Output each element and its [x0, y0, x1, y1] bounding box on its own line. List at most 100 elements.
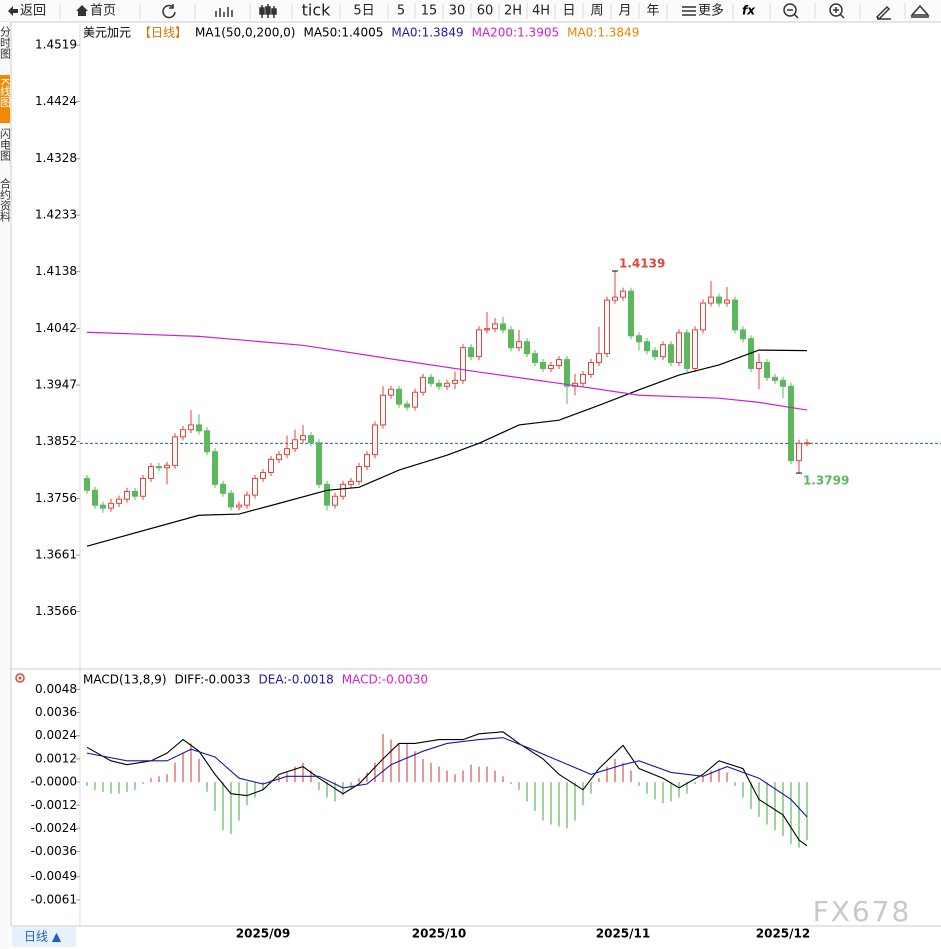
candle-body [164, 464, 170, 469]
toolbar-button[interactable]: 30 [449, 4, 466, 19]
zoom-in-icon[interactable] [829, 3, 843, 17]
toolbar-button[interactable]: 日 [562, 4, 575, 19]
candle-body [596, 353, 602, 364]
fx-icon[interactable]: fx [742, 4, 756, 18]
y-tick-label: -0.0036 [31, 844, 77, 858]
candle-body [740, 329, 746, 340]
toolbar-button[interactable]: 更多 [698, 3, 724, 19]
toolbar-button[interactable]: 2H [504, 4, 522, 19]
toolbar-button[interactable]: 月 [618, 4, 631, 19]
candle-body [500, 323, 506, 331]
candle-body [316, 442, 322, 485]
toolbar-button[interactable]: 15 [421, 4, 438, 19]
toolbar-button[interactable]: 返回 [20, 4, 46, 19]
candle-body [108, 502, 114, 509]
candle-body [92, 489, 98, 506]
candle-body [716, 296, 722, 304]
candle-body [284, 448, 290, 456]
candle-body [548, 365, 554, 369]
collapse-icon[interactable] [910, 4, 930, 18]
home-icon[interactable] [76, 5, 88, 16]
candle-body [412, 391, 418, 408]
bottom-tab[interactable]: 日线 ▲ [24, 930, 62, 944]
y-tick-label: 1.4328 [35, 151, 77, 165]
bottom-tab-bg[interactable] [12, 927, 76, 947]
candle-body [788, 385, 794, 462]
toolbar-button[interactable]: 5 [397, 4, 405, 19]
extreme-label: 1.3799 [803, 474, 849, 488]
candle-body [332, 495, 338, 506]
y-tick-label: -0.0049 [31, 869, 77, 883]
toolbar-button[interactable]: 年 [646, 4, 659, 19]
legend-item: DEA:-0.0018 [259, 673, 334, 687]
toolbar-button[interactable]: 4H [532, 4, 550, 19]
x-tick-label: 2025/12 [756, 927, 810, 941]
back-icon[interactable] [8, 6, 18, 16]
toolbar-button[interactable]: 周 [590, 4, 603, 19]
more-icon[interactable] [682, 6, 696, 16]
y-tick-label: 1.4233 [35, 208, 77, 222]
side-tab[interactable]: 分时图 [0, 26, 12, 60]
candle-body [132, 490, 138, 497]
legend-item: 美元加元 [83, 26, 131, 40]
legend-item: MACD:-0.0030 [342, 673, 428, 687]
toolbar-button[interactable]: 5日 [353, 4, 374, 19]
candle-body [300, 435, 306, 441]
candle-body [356, 466, 362, 482]
candle-body [244, 494, 250, 506]
candle-body [620, 290, 626, 298]
candle-body [420, 376, 426, 393]
y-tick-label: 0.0048 [35, 682, 77, 696]
candle-body [84, 477, 90, 491]
candle-body [540, 362, 546, 369]
candle-body [668, 344, 674, 364]
indicator-settings-icon[interactable] [15, 673, 25, 683]
plot: 1.4519 1.4424 1.4328 1.4233 1.4138 1.4042 1.39… [31, 26, 941, 941]
candle-body [372, 424, 378, 456]
candle-body [532, 353, 538, 364]
candle-body [604, 299, 610, 355]
side-bar [0, 22, 11, 949]
candle-body [180, 429, 186, 438]
y-tick-label: 1.3661 [35, 548, 77, 562]
x-tick-label: 2025/11 [596, 927, 650, 941]
candle-body [764, 362, 770, 378]
candle-body [116, 498, 122, 504]
side-tab[interactable]: 闪电图 [0, 127, 12, 162]
x-tick-label: 2025/09 [236, 927, 290, 941]
y-tick-label: 1.3852 [35, 434, 77, 448]
ma-line [86, 349, 808, 547]
toolbar-button[interactable]: 首页 [90, 4, 116, 19]
candle-body [692, 329, 698, 369]
candle-body [156, 466, 162, 469]
bar-chart-icon[interactable] [215, 7, 233, 17]
candle-body [580, 373, 586, 384]
candle-body [340, 483, 346, 497]
toolbar-button[interactable]: tick [302, 1, 332, 20]
candle-body [684, 332, 690, 369]
candle-body [660, 344, 666, 358]
candle-body [140, 477, 146, 497]
candle-body [508, 329, 514, 349]
candle-body [228, 492, 234, 508]
candle-body [492, 323, 498, 330]
candle-body [276, 454, 282, 460]
y-tick-label: 1.3947 [35, 378, 77, 392]
candle-body [260, 471, 266, 479]
candle-body [780, 379, 786, 387]
candle-body [444, 382, 450, 387]
toolbar-button[interactable]: 60 [477, 4, 494, 19]
y-tick-label: 0.0024 [35, 728, 77, 742]
y-tick-label: 1.3566 [35, 604, 77, 618]
candle-body [636, 335, 642, 343]
draw-icon[interactable] [875, 5, 891, 21]
side-tab[interactable]: K线图 [0, 78, 12, 108]
candle-body [292, 439, 298, 450]
candle-body [772, 376, 778, 381]
candle-body [436, 382, 442, 387]
zoom-out-icon[interactable] [783, 3, 797, 17]
refresh-icon[interactable] [162, 4, 176, 19]
side-tab[interactable]: 合约资料 [0, 177, 12, 223]
candle-body [724, 299, 730, 304]
